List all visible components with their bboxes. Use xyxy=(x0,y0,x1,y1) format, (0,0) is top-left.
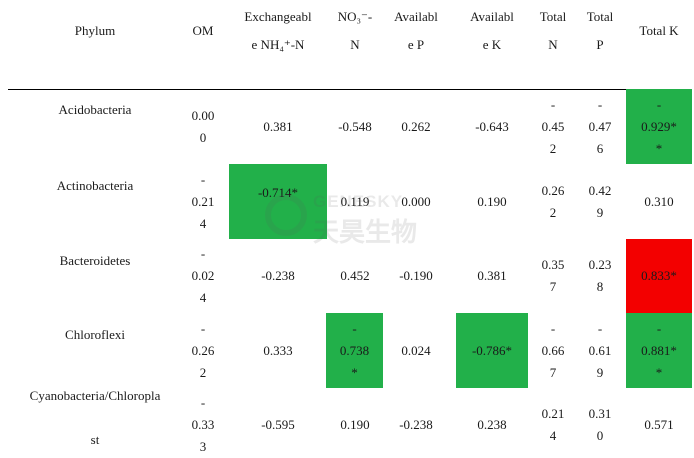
row-chloroflexi-om: - 0.26 2 xyxy=(191,320,215,380)
row-chloroflexi-avk: -0.786* xyxy=(456,313,528,388)
row-chloroflexi-tk: - 0.881* * xyxy=(626,313,692,388)
header-no3: NO₃⁻- N xyxy=(337,9,373,52)
row-chloroflexi-tp: - 0.61 9 xyxy=(588,320,612,380)
row-acidobacteria-no3: -0.548 xyxy=(338,119,372,134)
header-om: OM xyxy=(192,23,214,38)
row-cyanobacteria-tn: 0.21 4 xyxy=(541,406,565,443)
row-bacteroidetes-tp: 0.23 8 xyxy=(588,257,612,294)
row-bacteroidetes-avk: 0.381 xyxy=(477,268,507,283)
row-acidobacteria-tk: - 0.929* * xyxy=(626,89,692,164)
row-bacteroidetes-nh4: -0.238 xyxy=(261,268,295,283)
row-acidobacteria-avp: 0.262 xyxy=(401,119,431,134)
row-acidobacteria-avk: -0.643 xyxy=(475,119,509,134)
header-tk: Total K xyxy=(639,23,679,38)
row-bacteroidetes-tn: 0.35 7 xyxy=(541,257,565,294)
row-actinobacteria-tp: 0.42 9 xyxy=(588,182,612,220)
watermark-en: GENESKY xyxy=(313,192,404,211)
header-tp: Total P xyxy=(586,9,614,52)
row-chloroflexi-tn: - 0.66 7 xyxy=(541,320,565,380)
header-phylum: Phylum xyxy=(74,23,116,38)
header-tn: Total N xyxy=(539,9,567,52)
row-actinobacteria-tn: 0.26 2 xyxy=(541,182,565,220)
row-phylum-actinobacteria: Actinobacteria xyxy=(56,178,134,193)
row-cyanobacteria-nh4: -0.595 xyxy=(261,417,295,432)
watermark-cn: 天昊生物 xyxy=(313,217,418,247)
row-cyanobacteria-tk: 0.571 xyxy=(644,417,674,432)
row-acidobacteria-om: 0.00 0 xyxy=(191,108,215,145)
header-avp: Availabl e P xyxy=(394,9,438,52)
row-actinobacteria-avp: 0.000 xyxy=(401,193,431,209)
row-acidobacteria-tn: - 0.45 2 xyxy=(541,97,565,156)
row-actinobacteria-no3: 0.119 xyxy=(340,193,370,209)
row-cyanobacteria-tp: 0.31 0 xyxy=(588,406,612,443)
row-phylum-chloroflexi: Chloroflexi xyxy=(65,327,125,342)
row-phylum-cyanobacteria: Cyanobacteria/Chloropla st xyxy=(29,388,161,447)
row-actinobacteria-tk: 0.310 xyxy=(644,193,674,209)
row-chloroflexi-nh4: 0.333 xyxy=(263,342,293,358)
correlation-table: Phylum OM Exchangeabl e NH₄⁺-N NO₃⁻- N A… xyxy=(8,9,692,454)
row-cyanobacteria-avk: 0.238 xyxy=(477,417,507,432)
row-chloroflexi-no3: - 0.738 * xyxy=(326,313,383,388)
header-rule xyxy=(8,89,692,90)
row-phylum-acidobacteria: Acidobacteria xyxy=(58,102,132,117)
genesky-logo-icon xyxy=(265,194,307,236)
row-cyanobacteria-no3: 0.190 xyxy=(340,417,370,432)
row-acidobacteria-tp: - 0.47 6 xyxy=(588,97,612,156)
row-cyanobacteria-avp: -0.238 xyxy=(399,417,433,432)
row-bacteroidetes-avp: -0.190 xyxy=(399,268,433,283)
genesky-watermark: GENESKY 天昊生物 xyxy=(265,188,425,248)
row-chloroflexi-avp: 0.024 xyxy=(401,342,431,358)
row-actinobacteria-om: - 0.21 4 xyxy=(191,171,215,231)
row-acidobacteria-nh4: 0.381 xyxy=(263,119,293,134)
header-avk: Availabl e K xyxy=(470,9,514,52)
row-phylum-bacteroidetes: Bacteroidetes xyxy=(59,253,131,268)
row-bacteroidetes-om: - 0.02 4 xyxy=(191,246,215,305)
row-cyanobacteria-om: - 0.33 3 xyxy=(191,395,215,454)
row-bacteroidetes-tk: 0.833* xyxy=(626,239,692,313)
row-bacteroidetes-no3: 0.452 xyxy=(340,268,370,283)
header-nh4: Exchangeabl e NH₄⁺-N xyxy=(244,9,312,52)
row-actinobacteria-avk: 0.190 xyxy=(477,193,507,209)
